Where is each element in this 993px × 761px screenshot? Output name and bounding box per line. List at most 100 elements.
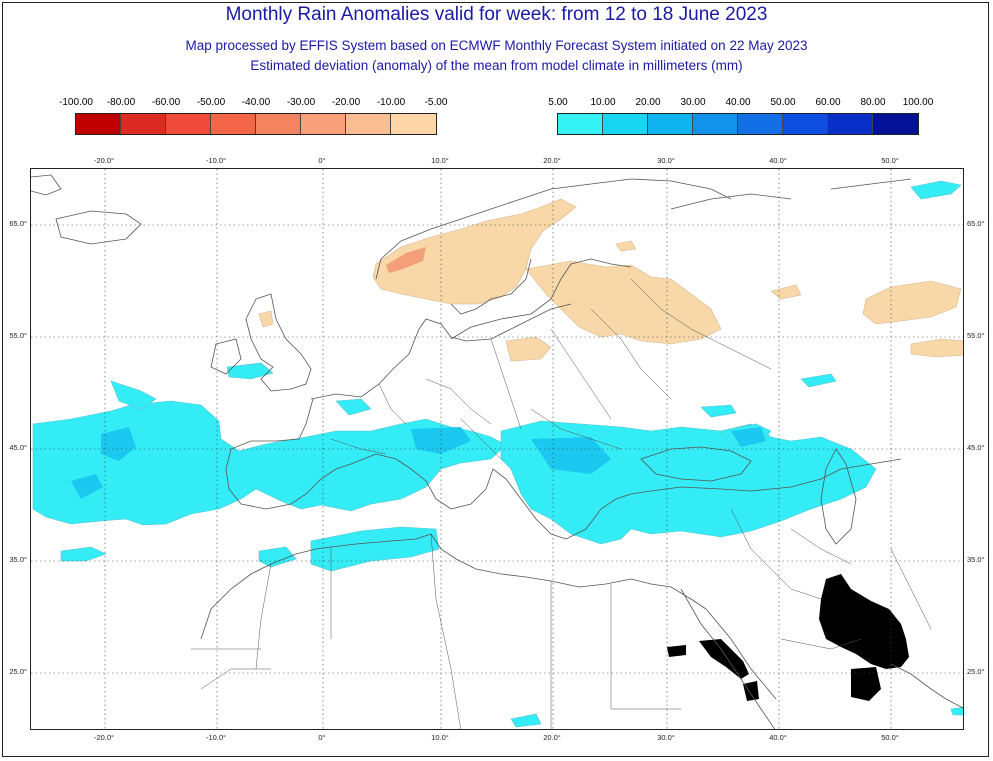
legend-swatch — [256, 114, 301, 134]
lat-tick-label-left: 55.0° — [9, 331, 27, 340]
wet-area-caspian — [800, 373, 837, 388]
legend-swatch — [558, 114, 603, 134]
country-borders — [191, 278, 932, 729]
legend-swatch — [121, 114, 166, 134]
border-lines-africa — [191, 533, 681, 729]
wet-mid-atlantic-2 — [71, 474, 103, 499]
dry-area-poland — [505, 336, 552, 362]
dry-area-small-1 — [770, 284, 802, 300]
legend-swatch — [873, 114, 918, 134]
lon-tick-label-bottom: 20.0° — [543, 733, 561, 742]
wet-area-arctic — [910, 180, 962, 200]
wet-mid-black-sea — [731, 427, 766, 447]
nodata-egypt — [699, 639, 749, 679]
legend-label: 20.00 — [635, 97, 661, 108]
dry-area-baltic-russia — [525, 260, 722, 345]
lon-tick-label-bottom: 0° — [318, 733, 326, 742]
lat-tick-label-right: 25.0° — [967, 667, 985, 676]
lon-tick-label-top: 20.0° — [543, 156, 561, 165]
legend-label: -30.00 — [286, 97, 316, 108]
legend-label: -100.00 — [59, 97, 93, 108]
nodata-areas — [667, 574, 909, 701]
wet-area-morocco — [258, 546, 297, 568]
lat-tick-label-right: 55.0° — [967, 331, 985, 340]
legend-swatch — [693, 114, 738, 134]
dry-area-russia-east — [862, 280, 962, 325]
lon-tick-label-top: 0° — [318, 156, 326, 165]
dry-area-scotland — [258, 310, 274, 328]
legend-swatch — [648, 114, 693, 134]
legend-swatch — [76, 114, 121, 134]
lat-tick-label-right: 35.0° — [967, 555, 985, 564]
lon-tick-label-bottom: 40.0° — [769, 733, 787, 742]
coastline-scandinavia — [375, 178, 732, 315]
legend-swatch — [391, 114, 436, 134]
lon-tick-label-bottom: -10.0° — [205, 733, 227, 742]
wet-area-red-sea — [510, 713, 542, 728]
coastline-red-sea — [680, 588, 777, 729]
legend-swatch — [738, 114, 783, 134]
legend-label: 30.00 — [680, 97, 706, 108]
graticule — [31, 169, 963, 729]
legend-label: 10.00 — [590, 97, 616, 108]
lat-tick-label-left: 45.0° — [9, 443, 27, 452]
legend-swatch — [828, 114, 873, 134]
coastline-europe — [225, 303, 902, 540]
legend-label: -80.00 — [106, 97, 136, 108]
wet-area-atlantic — [32, 400, 507, 526]
lon-tick-label-top: 10.0° — [431, 156, 449, 165]
coastline-caspian — [820, 448, 857, 545]
wet-anomaly-areas — [32, 180, 963, 728]
border-lines-middle-east — [730, 508, 932, 650]
coastline-ireland — [210, 338, 242, 375]
lon-tick-label-top: 50.0° — [881, 156, 899, 165]
coastline-iceland — [55, 210, 142, 245]
wet-area-ukraine — [700, 404, 737, 418]
legend-label: -5.00 — [424, 97, 448, 108]
coastline-black-sea — [640, 446, 752, 482]
nodata-egypt-2 — [667, 645, 686, 657]
wet-area-arabia — [950, 706, 963, 716]
coastline-greenland — [31, 174, 62, 196]
coastline-baltic — [450, 258, 632, 340]
lon-tick-label-bottom: 50.0° — [881, 733, 899, 742]
dry-area-small-2 — [615, 240, 637, 252]
dry-area-russia-far — [910, 338, 963, 358]
legend-positive: 5.00 10.00 20.00 30.00 40.00 50.00 60.00 80.00 1… — [548, 97, 933, 137]
lon-tick-label-top: 40.0° — [769, 156, 787, 165]
legend-label: -10.00 — [376, 97, 406, 108]
subtitle-processing: Map processed by EFFIS System based on E… — [185, 38, 808, 53]
rain-anomaly-map — [31, 169, 963, 729]
subtitle-units: Estimated deviation (anomaly) of the mea… — [250, 58, 743, 73]
lon-tick-label-bottom: -20.0° — [93, 733, 115, 742]
wet-area-uk — [226, 362, 274, 380]
lat-tick-label-left: 35.0° — [9, 555, 27, 564]
coastline-arctic-islands — [670, 178, 912, 210]
wet-area-north-africa — [310, 526, 440, 572]
legend-label: 80.00 — [860, 97, 886, 108]
legend-label: -60.00 — [151, 97, 181, 108]
legend-swatch — [166, 114, 211, 134]
legend-label: -20.00 — [331, 97, 361, 108]
lat-tick-label-left: 65.0° — [9, 219, 27, 228]
coastline-uk — [245, 293, 312, 392]
page-title: Monthly Rain Anomalies valid for week: f… — [225, 4, 768, 25]
legend-swatch — [783, 114, 828, 134]
lon-tick-label-top: -20.0° — [93, 156, 115, 165]
legend-label: 60.00 — [815, 97, 841, 108]
lon-tick-label-bottom: 30.0° — [657, 733, 675, 742]
dry-strong-norway — [386, 247, 426, 273]
wet-area-small-west — [60, 546, 107, 562]
lon-tick-label-top: 30.0° — [657, 156, 675, 165]
wet-area-azores-bits — [110, 380, 157, 410]
lat-tick-label-right: 45.0° — [967, 443, 985, 452]
lat-tick-label-left: 25.0° — [9, 667, 27, 676]
legend-label: -40.00 — [241, 97, 271, 108]
wet-mid-atlantic — [101, 427, 136, 461]
legend-swatch — [603, 114, 648, 134]
legend-label: 50.00 — [770, 97, 796, 108]
legend-swatch — [301, 114, 346, 134]
lat-tick-label-right: 65.0° — [967, 219, 985, 228]
lon-tick-label-top: -10.0° — [205, 156, 227, 165]
